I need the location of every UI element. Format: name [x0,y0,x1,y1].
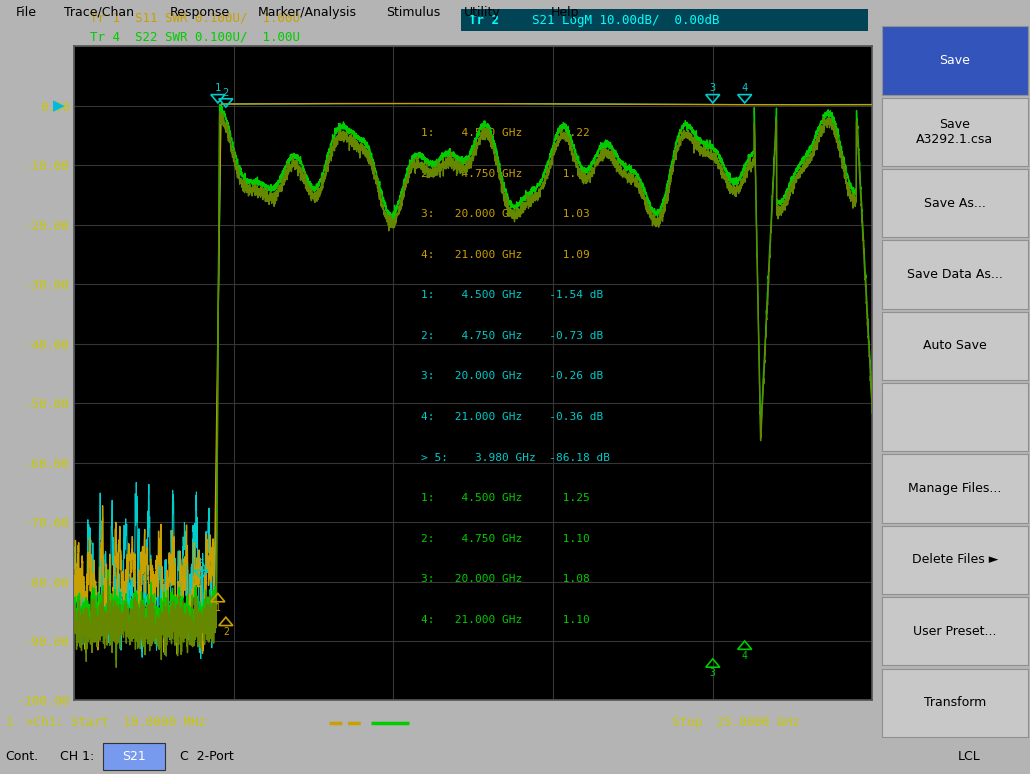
Text: 1: 1 [5,717,12,729]
Text: Manage Files...: Manage Files... [908,482,1001,495]
Text: 3: 3 [710,669,716,678]
Text: 4:   21.000 GHz      1.10: 4: 21.000 GHz 1.10 [421,615,590,625]
Text: Stimulus: Stimulus [386,6,441,19]
Text: 4:   21.000 GHz      1.09: 4: 21.000 GHz 1.09 [421,250,590,260]
Text: 4: 4 [742,650,748,660]
Text: Transform: Transform [924,697,986,709]
Text: Utility: Utility [464,6,501,19]
Text: Auto Save: Auto Save [923,340,987,352]
Text: 2:    4.750 GHz    -0.73 dB: 2: 4.750 GHz -0.73 dB [421,331,604,341]
Text: Tr 1  S11 SWR 0.100U/  1.00U: Tr 1 S11 SWR 0.100U/ 1.00U [91,12,300,24]
Text: 2:    4.750 GHz      1.10: 2: 4.750 GHz 1.10 [421,534,590,543]
Text: Save As...: Save As... [924,197,986,210]
Text: User Preset...: User Preset... [913,625,997,638]
Text: Tr 4  S22 SWR 0.100U/  1.00U: Tr 4 S22 SWR 0.100U/ 1.00U [91,30,300,43]
Text: Response: Response [170,6,230,19]
Text: 1:    4.500 GHz      1.22: 1: 4.500 GHz 1.22 [421,128,590,139]
Text: >Ch1: Start  10.0000 MHz: >Ch1: Start 10.0000 MHz [27,717,206,729]
Text: 4:   21.000 GHz    -0.36 dB: 4: 21.000 GHz -0.36 dB [421,412,604,422]
Text: LCL: LCL [958,750,981,762]
Text: Save: Save [939,54,970,67]
Text: 2: 2 [222,87,229,98]
Text: 1:    4.500 GHz      1.25: 1: 4.500 GHz 1.25 [421,493,590,503]
Text: 3:   20.000 GHz      1.03: 3: 20.000 GHz 1.03 [421,209,590,219]
Text: C  2-Port: C 2-Port [180,750,234,762]
Text: > 5:    3.980 GHz  -86.18 dB: > 5: 3.980 GHz -86.18 dB [421,453,611,463]
Text: Marker/Analysis: Marker/Analysis [258,6,356,19]
Text: 1:    4.500 GHz    -1.54 dB: 1: 4.500 GHz -1.54 dB [421,290,604,300]
Text: S21 LogM 10.00dB/  0.00dB: S21 LogM 10.00dB/ 0.00dB [517,13,720,26]
Bar [461,9,868,31]
Text: Save
A3292.1.csa: Save A3292.1.csa [917,118,993,146]
Text: Save Data As...: Save Data As... [906,268,1003,281]
Text: 1: 1 [215,603,220,613]
Text: 2:    4.750 GHz      1.06: 2: 4.750 GHz 1.06 [421,169,590,179]
Text: Stop  25.0000 GHz: Stop 25.0000 GHz [673,717,799,729]
Text: Cont.: Cont. [5,750,38,762]
Text: Help: Help [551,6,580,19]
Text: 1: 1 [214,84,221,94]
Bar [103,743,165,769]
Text: 4: 4 [742,84,748,94]
Text: 5: 5 [199,559,204,569]
Text: Delete Files ►: Delete Files ► [912,553,998,567]
Text: Tr 2: Tr 2 [470,13,500,26]
Text: CH 1:: CH 1: [60,750,94,762]
Text: S21: S21 [122,750,146,762]
Text: 3:   20.000 GHz      1.08: 3: 20.000 GHz 1.08 [421,574,590,584]
Text: 2: 2 [222,627,229,637]
Text: 3: 3 [710,84,716,94]
Text: ▶: ▶ [53,98,65,114]
Text: Trace/Chan: Trace/Chan [64,6,134,19]
Text: File: File [15,6,36,19]
Text: 3:   20.000 GHz    -0.26 dB: 3: 20.000 GHz -0.26 dB [421,372,604,382]
